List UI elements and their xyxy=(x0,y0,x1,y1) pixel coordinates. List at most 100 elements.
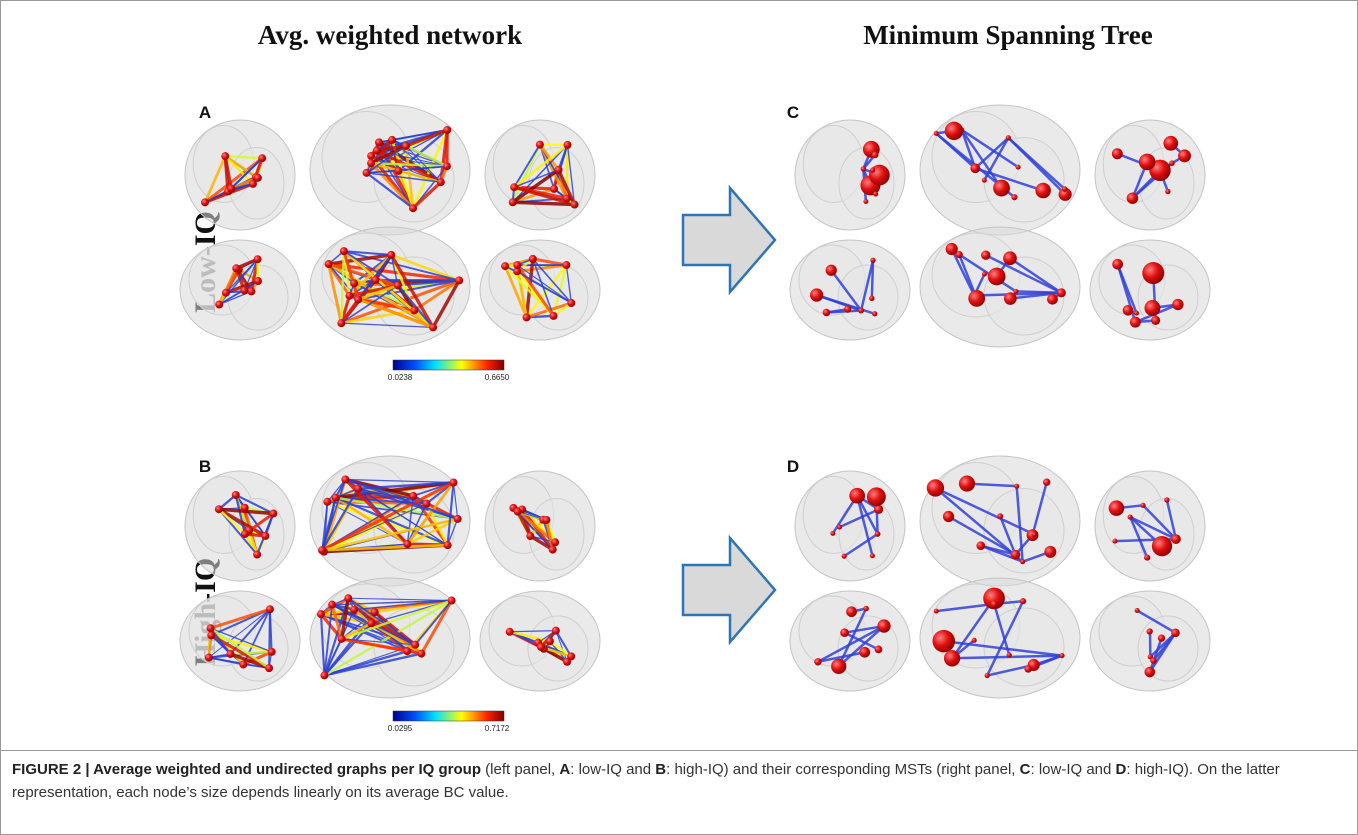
network-node xyxy=(526,532,534,540)
tree-node xyxy=(1035,183,1051,199)
tree-node xyxy=(877,619,890,632)
caption: FIGURE 2 | Average weighted and undirect… xyxy=(12,758,1348,804)
network-node xyxy=(567,299,575,307)
tree-node xyxy=(1047,294,1058,305)
network-edge xyxy=(269,609,270,668)
network-node xyxy=(232,491,240,499)
tree-node xyxy=(1144,300,1160,316)
tree-node xyxy=(934,609,939,614)
tree-node xyxy=(993,180,1010,197)
tree-node xyxy=(844,306,851,313)
network-node xyxy=(318,546,326,554)
network-node xyxy=(265,664,273,672)
tree-node xyxy=(972,638,977,643)
tree-node xyxy=(861,166,866,171)
tree-node xyxy=(859,647,870,658)
tree-node xyxy=(1112,148,1123,159)
tree-node xyxy=(870,553,875,558)
tree-node xyxy=(1142,262,1164,284)
network-node xyxy=(444,541,452,549)
network-node xyxy=(454,515,462,523)
tree-node xyxy=(849,488,865,504)
network-node xyxy=(422,500,430,508)
network-node xyxy=(537,643,545,651)
tree-node xyxy=(831,659,846,674)
tree-node xyxy=(872,151,879,158)
network-node xyxy=(417,650,425,658)
tree-node xyxy=(1057,288,1066,297)
tree-node xyxy=(869,296,874,301)
column-title: Minimum Spanning Tree xyxy=(863,20,1153,50)
network-node xyxy=(354,485,362,493)
network-node xyxy=(371,608,379,616)
page: {"columns": ["Avg. weighted network", "M… xyxy=(0,0,1358,835)
tree-node xyxy=(1164,497,1169,502)
network-node xyxy=(513,261,521,269)
tree-node xyxy=(1059,653,1064,658)
caption-text: : low-IQ and xyxy=(570,761,655,778)
tree-node xyxy=(991,600,998,607)
tree-node xyxy=(1003,251,1017,265)
network-node xyxy=(205,654,213,662)
tree-node xyxy=(1013,289,1018,294)
network-node xyxy=(550,185,558,193)
network-node xyxy=(247,287,255,295)
network-node xyxy=(510,183,518,191)
network-node xyxy=(375,138,383,146)
tree-node xyxy=(1163,136,1178,151)
tree-node xyxy=(873,191,878,196)
network-node xyxy=(337,319,345,327)
network-node xyxy=(226,650,234,658)
tree-node xyxy=(1112,259,1123,270)
network-node xyxy=(506,628,514,636)
tree-node xyxy=(1011,194,1017,200)
tree-node xyxy=(1016,165,1021,170)
network-node xyxy=(207,631,215,639)
network-node xyxy=(367,159,375,167)
tree-node xyxy=(945,122,963,140)
tree-node xyxy=(1004,292,1017,305)
tree-node xyxy=(830,531,835,536)
tree-node xyxy=(1112,539,1117,544)
tree-node xyxy=(1130,317,1141,328)
network-node xyxy=(332,494,340,502)
network-node xyxy=(341,475,349,483)
tree-node xyxy=(867,487,886,506)
network-node xyxy=(402,142,410,150)
tree-node xyxy=(1150,658,1156,664)
brain-outline xyxy=(838,265,898,330)
network-node xyxy=(328,601,336,609)
tree-node xyxy=(981,250,990,259)
network-node xyxy=(570,201,578,209)
figure: Avg. weighted network Minimum Spanning T… xyxy=(0,0,1358,835)
tree-node xyxy=(1169,160,1175,166)
network-node xyxy=(410,306,418,314)
tree-node xyxy=(1020,598,1026,604)
network-node xyxy=(501,262,509,270)
network-node xyxy=(403,647,411,655)
network-node xyxy=(258,154,266,162)
network-node xyxy=(450,479,458,487)
network-node xyxy=(564,141,572,149)
panel-letter: A xyxy=(199,103,211,122)
network-node xyxy=(350,279,358,287)
tree-node xyxy=(976,541,985,550)
network-node xyxy=(215,300,223,308)
network-node xyxy=(201,198,209,206)
network-node xyxy=(567,652,575,660)
network-node xyxy=(372,276,380,284)
network-node xyxy=(523,313,531,321)
caption-heading: FIGURE 2 | Average weighted and undirect… xyxy=(12,761,481,778)
network-node xyxy=(261,532,269,540)
tree-node xyxy=(959,476,975,492)
network-node xyxy=(232,264,240,272)
network-node xyxy=(373,147,381,155)
tree-node xyxy=(872,311,877,316)
network-node xyxy=(455,276,463,284)
network-node xyxy=(514,508,522,516)
network-node xyxy=(448,597,456,605)
tree-node xyxy=(1171,629,1180,638)
tree-node xyxy=(1152,536,1172,556)
network-node xyxy=(325,260,333,268)
tree-node xyxy=(1144,554,1150,560)
